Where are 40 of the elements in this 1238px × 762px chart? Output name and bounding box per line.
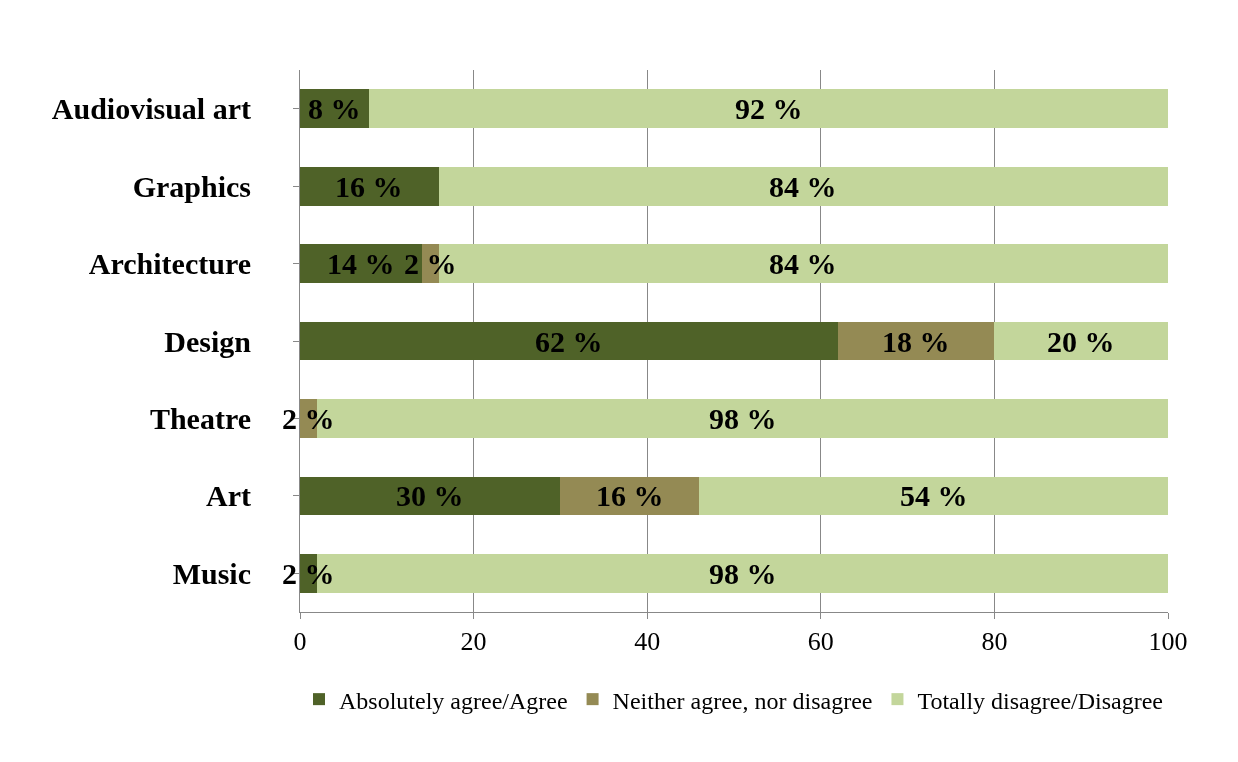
bar	[300, 166, 439, 206]
y-tick-label: Graphics	[132, 169, 251, 203]
x-tick-label: 100	[1148, 627, 1188, 657]
data-label: 30 %	[396, 479, 464, 512]
data-label: 98 %	[709, 402, 777, 435]
legend-label: Neither agree, nor disagree	[612, 687, 873, 714]
data-label: 92 %	[735, 92, 803, 125]
data-label: 16 %	[596, 479, 664, 512]
y-tick-label: Theatre	[149, 401, 251, 435]
y-tick-label: Design	[164, 324, 252, 358]
bar	[994, 321, 1168, 361]
data-label: 20 %	[1047, 325, 1115, 358]
bar	[300, 321, 839, 361]
data-label: 98 %	[709, 557, 777, 590]
y-tick-label: Art	[206, 479, 251, 513]
x-tick-label: 60	[807, 627, 834, 657]
bar	[699, 476, 1168, 516]
bar	[369, 89, 1168, 129]
data-label: 62 %	[535, 325, 603, 358]
x-tick-label: 20	[460, 627, 487, 657]
legend-label: Absolutely agree/Agree	[339, 687, 568, 714]
data-label: 84 %	[769, 247, 837, 280]
data-label: 84 %	[769, 170, 837, 203]
data-label: 14 %	[327, 247, 395, 280]
legend-label: Totally disagree/Disagree	[917, 687, 1164, 714]
bar	[438, 166, 1168, 206]
data-label: 54 %	[900, 479, 968, 512]
x-tick-label: 0	[293, 627, 307, 657]
data-label: 2 %	[404, 247, 457, 280]
y-tick-label: Music	[172, 556, 251, 590]
y-tick-label: Audiovisual art	[51, 92, 251, 126]
data-label: 8 %	[308, 92, 361, 125]
data-label: 2 %	[282, 402, 335, 435]
x-tick-label: 40	[634, 627, 661, 657]
data-label: 16 %	[335, 170, 403, 203]
data-label: 18 %	[882, 325, 950, 358]
bar	[300, 476, 561, 516]
data-label: 2 %	[282, 557, 335, 590]
y-tick-label: Architecture	[88, 247, 251, 281]
x-tick-label: 80	[981, 627, 1008, 657]
